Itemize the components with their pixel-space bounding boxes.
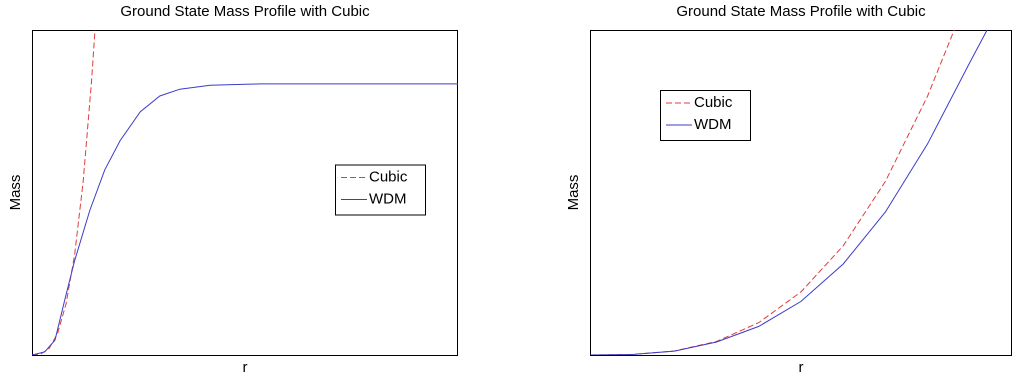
legend: Cubic WDM [660, 90, 751, 141]
legend-label: WDM [694, 116, 732, 133]
chart-title: Ground State Mass Profile with Cubic [120, 3, 370, 20]
plot-area [590, 30, 1012, 356]
chart: Ground State Mass Profile with Cubic r Mas… [565, 3, 1012, 376]
legend-box [660, 90, 751, 141]
legend: Cubic WDM [335, 164, 426, 216]
x-axis-label: r [243, 359, 248, 376]
chart-title: Ground State Mass Profile with Cubic [676, 3, 926, 20]
line [32, 83, 458, 355]
legend-label: Cubic [694, 94, 733, 111]
chart: Ground State Mass Profile with Cubic r Mas… [7, 3, 458, 376]
x-axis-label: r [799, 359, 804, 376]
y-axis-label: Mass [7, 175, 24, 211]
line [590, 30, 988, 355]
y-axis-label: Mass [565, 175, 582, 211]
legend-label: WDM [369, 190, 407, 207]
legend-box [335, 164, 426, 216]
legend-label: Cubic [369, 168, 408, 185]
